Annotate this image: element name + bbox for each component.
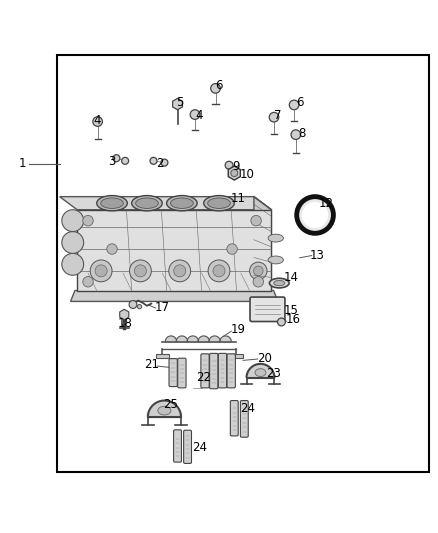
Text: 25: 25 <box>163 398 178 410</box>
Ellipse shape <box>101 198 124 208</box>
Text: 18: 18 <box>118 317 133 330</box>
Circle shape <box>169 260 191 282</box>
Circle shape <box>213 265 225 277</box>
Circle shape <box>278 318 286 326</box>
Ellipse shape <box>269 278 289 288</box>
Circle shape <box>122 157 129 164</box>
Text: 6: 6 <box>296 96 304 109</box>
Text: 19: 19 <box>231 324 246 336</box>
Circle shape <box>250 262 267 280</box>
FancyBboxPatch shape <box>178 358 186 388</box>
Circle shape <box>62 210 84 231</box>
Text: 7: 7 <box>274 109 282 123</box>
Ellipse shape <box>170 198 193 208</box>
Ellipse shape <box>204 196 234 211</box>
Text: 4: 4 <box>93 114 100 127</box>
Text: 1: 1 <box>19 157 26 171</box>
Ellipse shape <box>132 196 162 211</box>
Text: 20: 20 <box>258 352 272 365</box>
FancyBboxPatch shape <box>230 400 238 436</box>
Text: 22: 22 <box>196 372 211 384</box>
Circle shape <box>231 169 238 176</box>
Text: 24: 24 <box>192 441 207 454</box>
Text: 15: 15 <box>283 304 298 317</box>
Polygon shape <box>71 290 278 302</box>
Text: 9: 9 <box>233 159 240 173</box>
Text: 16: 16 <box>286 313 301 326</box>
Circle shape <box>150 157 157 164</box>
Text: 21: 21 <box>144 358 159 372</box>
FancyBboxPatch shape <box>210 353 218 389</box>
Circle shape <box>130 260 151 282</box>
Circle shape <box>83 215 93 226</box>
Ellipse shape <box>166 196 197 211</box>
Circle shape <box>62 253 84 275</box>
Circle shape <box>254 266 263 276</box>
Text: 13: 13 <box>310 249 325 262</box>
Circle shape <box>225 161 233 169</box>
FancyBboxPatch shape <box>169 359 177 386</box>
Ellipse shape <box>97 196 127 211</box>
Text: 3: 3 <box>108 155 116 168</box>
Text: 6: 6 <box>215 79 223 92</box>
Circle shape <box>190 110 200 119</box>
Circle shape <box>90 260 112 282</box>
Ellipse shape <box>208 198 230 208</box>
FancyBboxPatch shape <box>184 430 191 463</box>
Circle shape <box>93 117 102 126</box>
Text: 24: 24 <box>240 402 255 415</box>
Ellipse shape <box>158 406 171 415</box>
Ellipse shape <box>136 198 158 208</box>
Text: 10: 10 <box>240 168 255 181</box>
Text: 11: 11 <box>231 192 246 205</box>
Circle shape <box>251 215 261 226</box>
Text: 2: 2 <box>156 157 164 171</box>
Text: 23: 23 <box>266 367 281 380</box>
Circle shape <box>95 265 107 277</box>
Circle shape <box>211 84 220 93</box>
Circle shape <box>107 244 117 254</box>
FancyBboxPatch shape <box>219 353 226 388</box>
Text: 8: 8 <box>298 127 306 140</box>
Polygon shape <box>77 210 272 290</box>
Ellipse shape <box>268 256 283 264</box>
FancyBboxPatch shape <box>173 430 181 462</box>
Circle shape <box>297 197 333 233</box>
FancyBboxPatch shape <box>201 354 209 388</box>
Circle shape <box>62 231 84 253</box>
Bar <box>230 354 243 358</box>
Circle shape <box>269 112 279 122</box>
Circle shape <box>289 100 299 110</box>
FancyBboxPatch shape <box>250 297 285 321</box>
Circle shape <box>253 277 264 287</box>
Circle shape <box>138 304 142 309</box>
Text: 14: 14 <box>283 271 299 284</box>
Text: 5: 5 <box>176 96 184 109</box>
Circle shape <box>227 244 237 254</box>
Bar <box>155 354 169 358</box>
Circle shape <box>83 277 93 287</box>
Circle shape <box>208 260 230 282</box>
Circle shape <box>291 130 300 140</box>
Ellipse shape <box>268 234 283 242</box>
Polygon shape <box>60 197 272 210</box>
Text: 4: 4 <box>196 109 203 123</box>
FancyBboxPatch shape <box>240 400 248 437</box>
Circle shape <box>302 202 328 228</box>
Text: 17: 17 <box>155 302 170 314</box>
Text: 12: 12 <box>318 197 333 209</box>
Ellipse shape <box>255 369 266 376</box>
Circle shape <box>174 265 186 277</box>
Ellipse shape <box>274 280 285 286</box>
Bar <box>57 55 428 472</box>
FancyBboxPatch shape <box>227 354 235 388</box>
Polygon shape <box>254 197 272 290</box>
Circle shape <box>134 265 146 277</box>
Circle shape <box>129 301 137 309</box>
Circle shape <box>161 159 168 166</box>
Circle shape <box>113 155 120 161</box>
